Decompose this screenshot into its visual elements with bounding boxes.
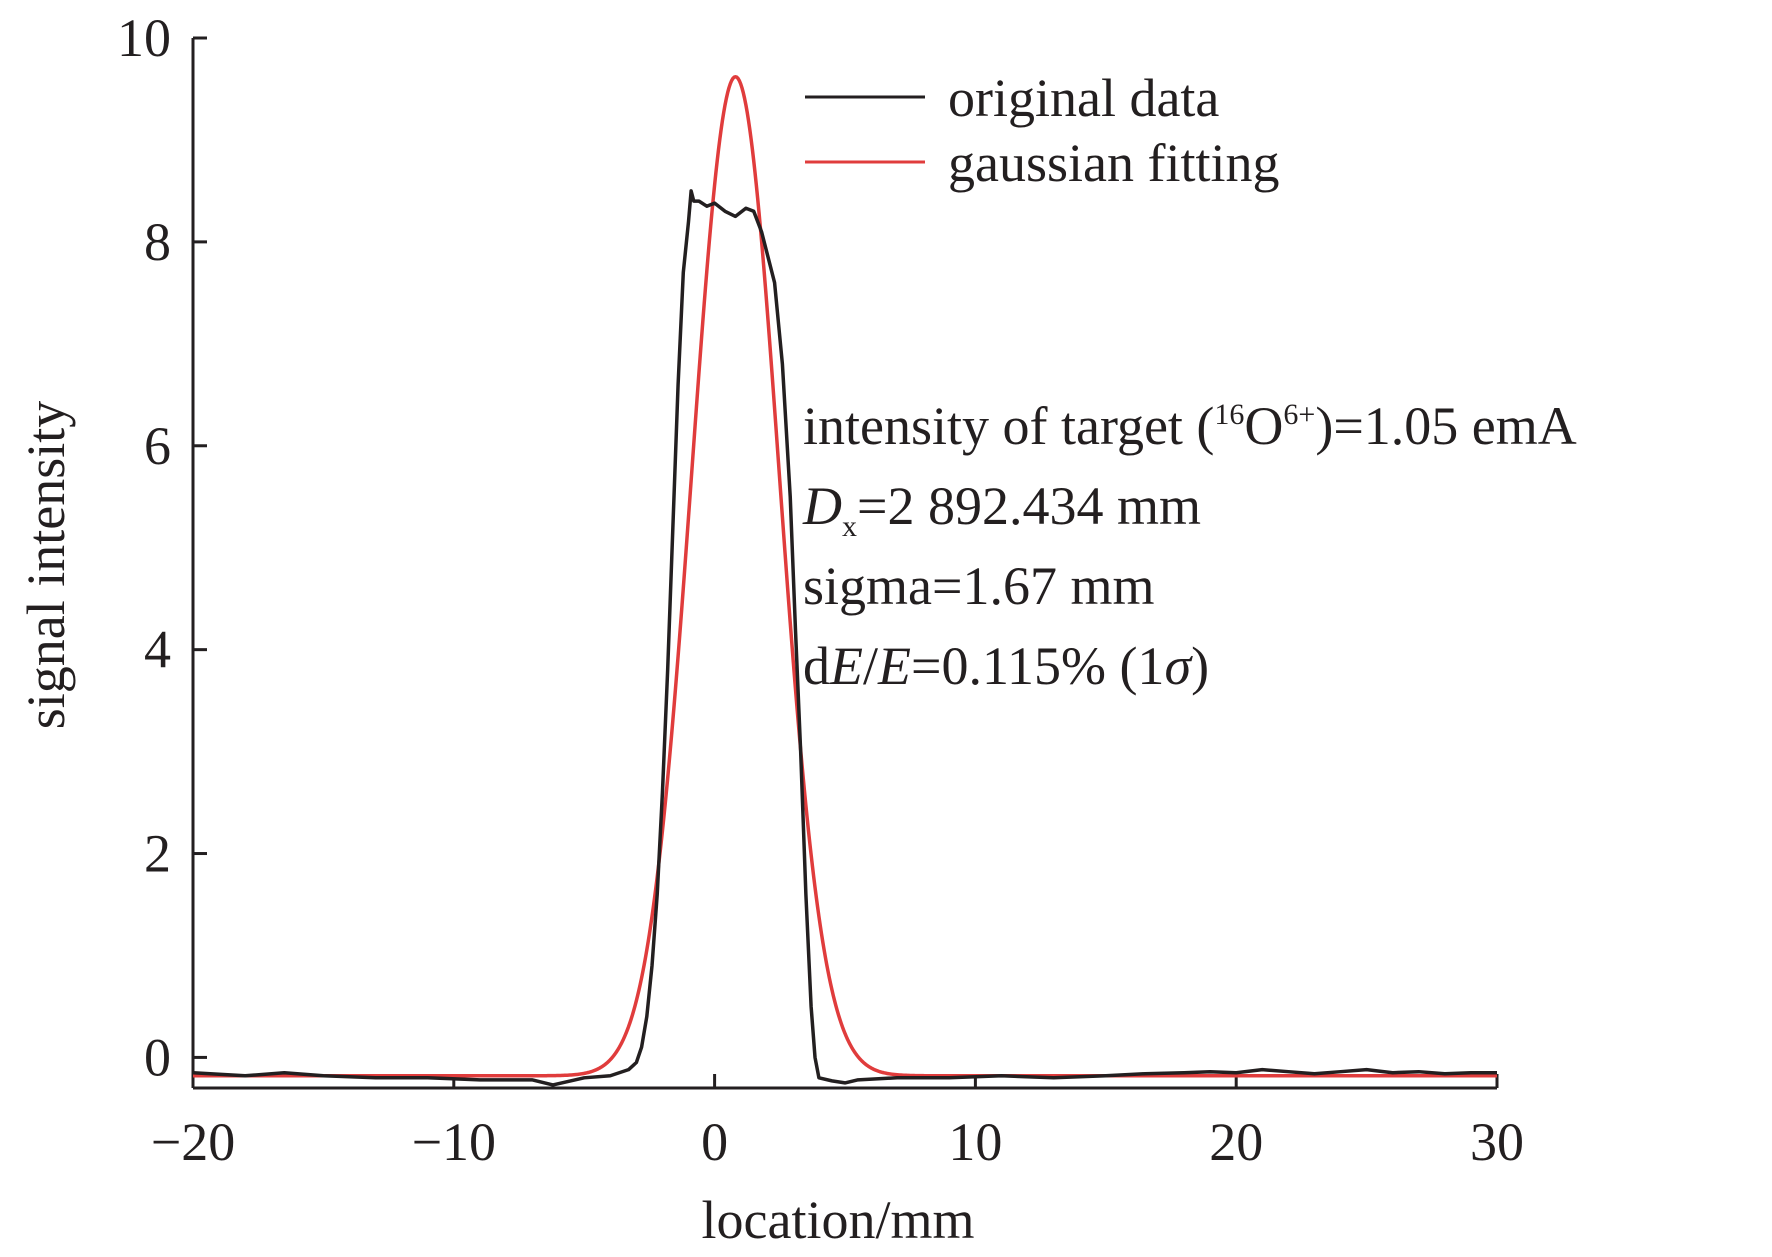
y-tick-label: 8 — [144, 212, 171, 272]
y-tick-label: 6 — [144, 416, 171, 476]
y-tick-label: 10 — [117, 8, 171, 68]
anno-dx-value: =2 892.434 mm — [857, 476, 1201, 536]
annotations: intensity of target (16O6+)=1.05 emA Dx=… — [802, 396, 1577, 696]
anno-intensity-part-b: )=1.05 emA — [1315, 396, 1576, 456]
series-line-original-data — [192, 189, 1497, 1087]
anno-de-d: d — [803, 636, 830, 696]
axes — [191, 38, 1497, 1090]
anno-intensity-part-a: intensity of target ( — [803, 396, 1214, 456]
annotation-dx: Dx=2 892.434 mm — [802, 476, 1201, 543]
x-tick-label: 0 — [701, 1112, 728, 1172]
x-tick-label: −20 — [151, 1112, 235, 1172]
annotation-de: dE/E=0.115% (1σ) — [803, 636, 1209, 696]
y-axis-label: signal intensity — [16, 401, 76, 729]
annotation-sigma: sigma=1.67 mm — [803, 556, 1154, 616]
x-tick-label: −10 — [412, 1112, 496, 1172]
anno-dx-subscript: x — [842, 510, 857, 543]
anno-intensity-mass: 16 — [1214, 398, 1244, 431]
anno-de-slash: / — [863, 636, 878, 696]
annotation-intensity: intensity of target (16O6+)=1.05 emA — [803, 396, 1577, 456]
anno-intensity-element: O — [1244, 396, 1283, 456]
anno-de-sigma: σ — [1164, 636, 1193, 696]
anno-dx-symbol: D — [802, 476, 842, 536]
anno-de-E2: E — [877, 636, 911, 696]
anno-de-E1: E — [829, 636, 863, 696]
series-line-gaussian-fitting — [192, 74, 1498, 1078]
anno-de-close: ) — [1191, 636, 1209, 696]
legend: original data gaussian fitting — [805, 68, 1279, 193]
y-tick-label: 0 — [144, 1027, 171, 1087]
anno-de-value: =0.115% (1 — [911, 636, 1164, 696]
x-tick-label: 20 — [1209, 1112, 1263, 1172]
legend-label-original: original data — [948, 68, 1219, 128]
legend-label-gaussian: gaussian fitting — [948, 133, 1279, 193]
x-tick-label: 30 — [1470, 1112, 1524, 1172]
y-tick-label: 4 — [144, 620, 171, 680]
x-tick-label: 10 — [948, 1112, 1002, 1172]
series-layer — [192, 74, 1498, 1087]
y-tick-label: 2 — [144, 824, 171, 884]
x-axis-label: location/mm — [702, 1190, 975, 1250]
anno-intensity-charge: 6+ — [1283, 398, 1315, 431]
